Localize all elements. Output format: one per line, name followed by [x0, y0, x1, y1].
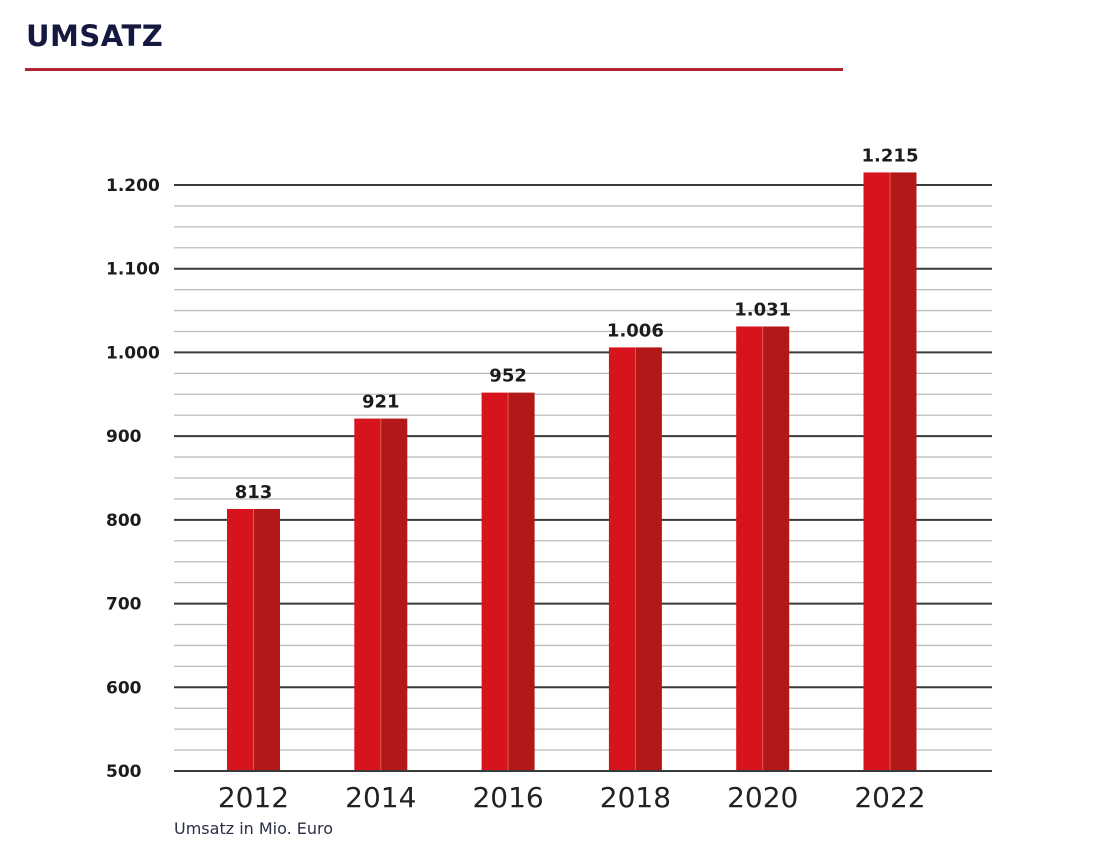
bar-right-face	[762, 326, 790, 771]
bar-right-face	[635, 347, 662, 771]
value-label: 921	[362, 392, 400, 413]
bar-2014	[354, 418, 408, 771]
bar-left-face	[481, 392, 509, 771]
bar-left-face	[736, 326, 763, 771]
value-label: 1.031	[734, 299, 791, 320]
bar-2012	[227, 508, 280, 771]
title-underline	[25, 68, 843, 71]
x-tick-label: 2020	[727, 781, 798, 814]
value-label: 813	[235, 482, 273, 503]
bar-left-face	[863, 172, 890, 771]
x-tick-label: 2012	[218, 781, 289, 814]
x-tick-label: 2016	[472, 781, 543, 814]
x-axis-ticks: 2012 2014 2016 2018 2020 2022	[218, 781, 926, 814]
x-tick-label: 2018	[600, 781, 671, 814]
y-tick-label: 1.000	[106, 343, 160, 363]
y-tick-label: 1.200	[106, 176, 160, 196]
value-labels: 813 921 952 1.006 1.031 1.215	[235, 145, 919, 503]
y-axis-ticks: 500 600 700 800 900 1.000 1.100 1.200	[106, 176, 160, 782]
bar-2018	[608, 347, 662, 771]
page-title: UMSATZ	[26, 19, 164, 53]
bar-2016	[481, 392, 535, 771]
y-tick-label: 600	[106, 678, 142, 698]
bar-left-face	[227, 508, 254, 771]
bar-2022	[863, 172, 917, 771]
value-label: 952	[489, 366, 527, 387]
y-tick-label: 900	[106, 427, 142, 447]
bar-right-face	[380, 418, 408, 771]
bars	[227, 172, 917, 771]
y-tick-label: 1.100	[106, 260, 160, 280]
bar-left-face	[354, 418, 381, 771]
value-label: 1.215	[862, 145, 919, 166]
bar-right-face	[508, 392, 535, 771]
x-tick-label: 2022	[854, 781, 925, 814]
y-tick-label: 500	[106, 762, 142, 782]
y-tick-label: 700	[106, 595, 142, 615]
axis-unit-note: Umsatz in Mio. Euro	[174, 819, 334, 838]
x-tick-label: 2014	[345, 781, 416, 814]
y-tick-label: 800	[106, 511, 142, 531]
bar-2020	[736, 326, 790, 771]
bar-left-face	[608, 347, 636, 771]
value-label: 1.006	[607, 320, 664, 341]
bar-right-face	[890, 172, 917, 771]
gridlines	[174, 184, 992, 751]
bar-right-face	[253, 508, 280, 771]
